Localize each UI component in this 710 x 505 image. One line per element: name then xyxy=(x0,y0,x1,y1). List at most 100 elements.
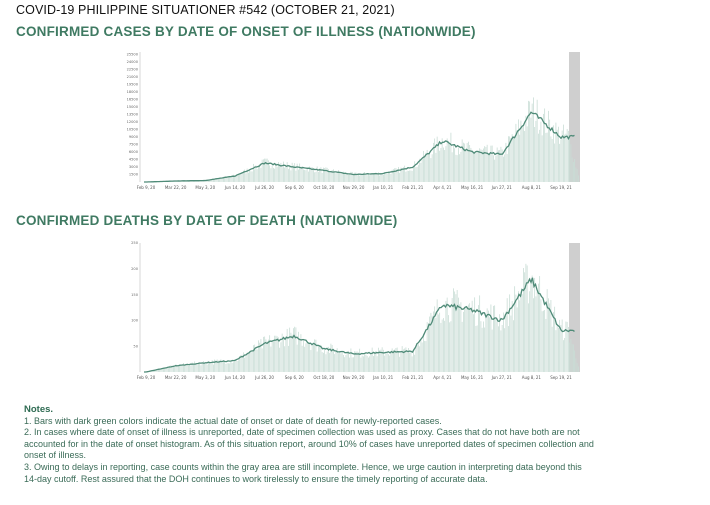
daily-bar xyxy=(500,146,502,182)
daily-bar xyxy=(264,336,266,372)
daily-bar xyxy=(281,167,283,182)
daily-bar xyxy=(414,354,416,372)
daily-bar xyxy=(294,326,296,372)
daily-bar xyxy=(395,167,397,182)
daily-bar xyxy=(328,169,329,182)
daily-bar xyxy=(526,265,528,372)
daily-bar xyxy=(530,117,532,182)
daily-bar xyxy=(256,349,258,372)
daily-bar xyxy=(218,178,219,182)
daily-bar xyxy=(516,307,518,372)
daily-bar xyxy=(455,154,457,182)
daily-bar xyxy=(223,176,224,182)
daily-bar xyxy=(375,350,377,372)
daily-bar xyxy=(323,167,324,182)
daily-bar xyxy=(465,149,467,182)
daily-bar xyxy=(460,302,462,372)
daily-bar xyxy=(389,172,391,182)
daily-bar xyxy=(338,353,339,372)
daily-bar xyxy=(444,320,446,372)
daily-bar xyxy=(216,178,218,182)
daily-bar xyxy=(394,168,396,182)
daily-bar xyxy=(435,152,437,182)
daily-bar xyxy=(323,352,324,372)
daily-bar xyxy=(454,148,456,182)
daily-bar xyxy=(430,312,432,372)
daily-bar xyxy=(283,161,284,182)
daily-bar xyxy=(274,335,276,372)
daily-bar xyxy=(196,180,198,182)
x-tick-label: Jan 10, 21 xyxy=(372,185,394,190)
daily-bar xyxy=(273,341,274,372)
daily-bar xyxy=(226,363,228,372)
daily-bar xyxy=(213,179,214,182)
daily-bar xyxy=(504,328,506,372)
daily-bar xyxy=(401,346,403,372)
daily-bar xyxy=(550,136,552,182)
daily-bar xyxy=(433,311,434,372)
daily-bar xyxy=(330,172,332,182)
daily-bar xyxy=(478,150,479,182)
daily-bar xyxy=(178,365,179,372)
daily-bar xyxy=(554,143,556,182)
daily-bar xyxy=(373,173,374,182)
daily-bar xyxy=(565,321,567,372)
daily-bar xyxy=(573,344,574,372)
daily-bar xyxy=(421,342,423,372)
daily-bar xyxy=(185,364,187,372)
x-tick-label: Oct 18, 20 xyxy=(313,375,334,380)
daily-bar xyxy=(424,340,426,372)
daily-bar xyxy=(430,158,432,182)
daily-bar xyxy=(453,145,454,182)
daily-bar xyxy=(423,150,424,182)
x-tick-label: Sep 19, 21 xyxy=(550,185,572,190)
document-title: COVID-19 PHILIPPINE SITUATIONER #542 (OC… xyxy=(16,3,395,17)
daily-bar xyxy=(550,300,552,372)
incomplete-data-area xyxy=(569,52,580,182)
daily-bar xyxy=(463,142,464,182)
daily-bar xyxy=(398,350,399,372)
daily-bar xyxy=(559,319,561,372)
daily-bar xyxy=(380,174,382,182)
x-tick-label: Sep 6, 20 xyxy=(285,185,304,190)
daily-bar xyxy=(439,150,441,182)
x-tick-label: Mar 22, 20 xyxy=(165,375,187,380)
daily-bar xyxy=(255,349,257,372)
daily-bar xyxy=(539,129,541,182)
daily-bar xyxy=(560,139,562,182)
daily-bar xyxy=(421,159,423,182)
note-line: accounted for in the date of onset histo… xyxy=(24,438,594,449)
daily-bar xyxy=(291,162,293,182)
daily-bar xyxy=(316,351,318,372)
x-tick-label: Mar 22, 20 xyxy=(165,185,187,190)
daily-bar xyxy=(200,365,202,372)
daily-bar xyxy=(468,304,469,372)
daily-bar xyxy=(356,175,358,182)
incomplete-data-area xyxy=(569,243,580,372)
daily-bar xyxy=(525,115,527,182)
daily-bar xyxy=(324,349,326,372)
daily-bar xyxy=(309,166,311,182)
daily-bar xyxy=(563,124,564,182)
daily-bar xyxy=(240,355,242,372)
daily-bar xyxy=(321,172,323,182)
daily-bar xyxy=(294,163,296,182)
daily-bar xyxy=(228,363,229,372)
daily-bar xyxy=(293,165,294,182)
daily-bar xyxy=(528,100,529,182)
daily-bar xyxy=(336,172,338,182)
x-tick-label: Jun 14, 20 xyxy=(224,375,246,380)
daily-bar xyxy=(275,162,277,182)
daily-bar xyxy=(349,174,351,182)
daily-bar xyxy=(193,364,194,372)
daily-bar xyxy=(313,344,314,372)
daily-bar xyxy=(268,339,269,372)
daily-bar xyxy=(446,138,448,182)
daily-bar xyxy=(381,347,383,372)
daily-bar xyxy=(445,146,447,182)
daily-bar xyxy=(360,357,362,372)
daily-bar xyxy=(369,356,371,372)
daily-bar xyxy=(210,179,212,182)
daily-bar xyxy=(570,144,572,182)
daily-bar xyxy=(528,303,529,372)
